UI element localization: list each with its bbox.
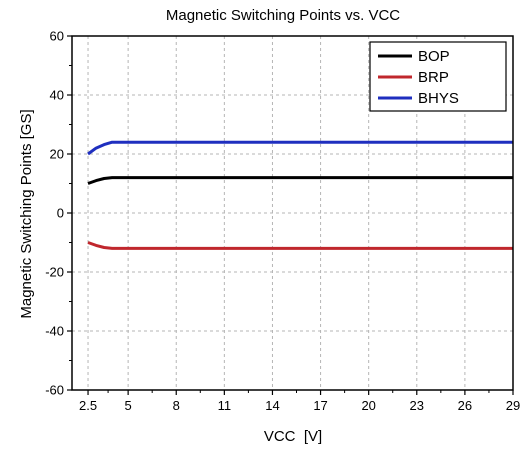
chart-title: Magnetic Switching Points vs. VCC xyxy=(166,7,400,24)
y-tick-label: 60 xyxy=(50,29,64,44)
series-line-brp xyxy=(87,241,513,250)
y-tick-label: 20 xyxy=(50,147,64,162)
y-tick-label: 40 xyxy=(50,88,64,103)
y-tick-label: -40 xyxy=(45,324,64,339)
x-axis-label: VCC [V] xyxy=(264,428,322,445)
x-tick-label: 17 xyxy=(313,398,327,413)
series-line-bhys xyxy=(87,140,513,156)
x-tick-label: 14 xyxy=(265,398,279,413)
y-tick-label: -60 xyxy=(45,383,64,398)
x-tick-label: 20 xyxy=(361,398,375,413)
y-axis-label: Magnetic Switching Points [GS] xyxy=(18,109,35,318)
legend-label-bhys: BHYS xyxy=(418,90,459,107)
series-line-bop xyxy=(87,176,513,185)
legend: BOP BRP BHYS xyxy=(369,41,507,112)
x-tick-labels: 2.5 5 8 11 14 17 20 23 26 29 xyxy=(79,398,520,413)
x-tick-label: 23 xyxy=(410,398,424,413)
y-tick-labels: -60 -40 -20 0 20 40 60 xyxy=(45,29,64,398)
x-tick-label: 26 xyxy=(458,398,472,413)
y-tick-label: 0 xyxy=(57,206,64,221)
x-tick-label: 2.5 xyxy=(79,398,97,413)
x-tick-label: 8 xyxy=(173,398,180,413)
axis-ticks xyxy=(67,35,514,395)
legend-label-bop: BOP xyxy=(418,48,450,65)
x-tick-label: 11 xyxy=(218,398,232,413)
series-lines xyxy=(87,140,513,250)
x-tick-label: 5 xyxy=(125,398,132,413)
legend-label-brp: BRP xyxy=(418,69,449,86)
y-tick-label: -20 xyxy=(45,265,64,280)
x-tick-label: 29 xyxy=(506,398,520,413)
